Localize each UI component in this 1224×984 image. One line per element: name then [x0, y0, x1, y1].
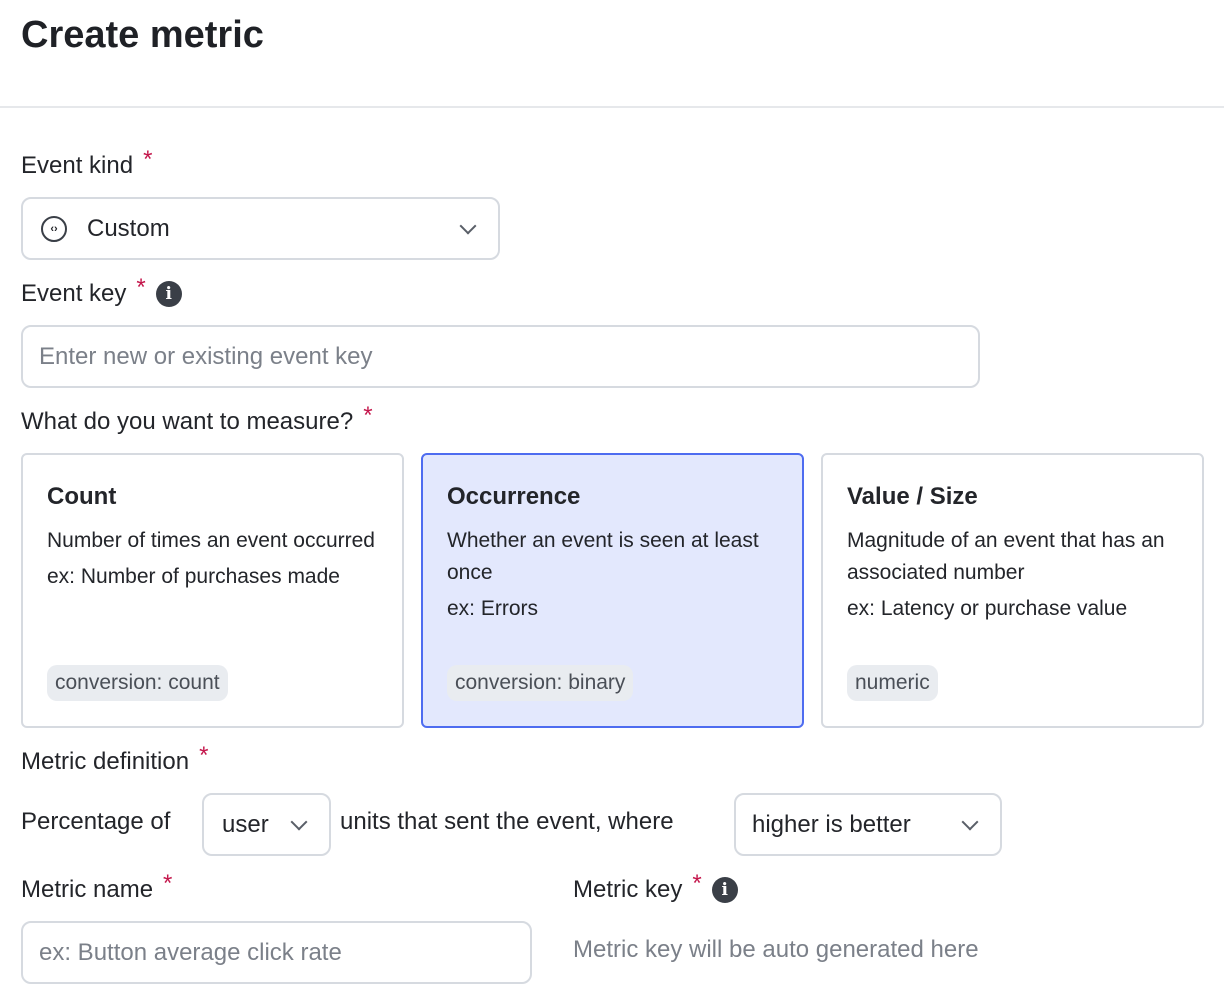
metric-key-placeholder: Metric key will be auto generated here — [573, 936, 979, 963]
measure-card-value-size[interactable]: Value / Size Magnitude of an event that … — [821, 453, 1204, 728]
card-description: Whether an event is seen at least once — [447, 529, 759, 584]
card-example: ex: Number of purchases made — [47, 565, 340, 588]
metric-name-label: Metric name * — [21, 870, 173, 903]
info-icon[interactable]: i — [711, 877, 738, 903]
definition-middle: units that sent the event, where — [340, 808, 674, 835]
card-example: ex: Latency or purchase value — [847, 597, 1128, 620]
event-kind-select[interactable]: ‹› Custom — [21, 197, 500, 260]
measure-card-occurrence[interactable]: Occurrence Whether an event is seen at l… — [421, 453, 804, 728]
card-tag: conversion: binary — [447, 665, 634, 701]
card-title: Occurrence — [447, 483, 581, 510]
card-title: Value / Size — [847, 483, 978, 510]
card-example: ex: Errors — [447, 597, 539, 620]
event-key-input[interactable]: Enter new or existing event key — [21, 325, 980, 388]
event-key-label: Event key * i — [21, 274, 182, 308]
measure-card-count[interactable]: Count Number of times an event occurred … — [21, 453, 404, 728]
code-circle-icon: ‹› — [41, 215, 67, 242]
card-title: Count — [47, 483, 117, 510]
card-tag: numeric — [847, 665, 938, 701]
chevron-down-icon — [961, 813, 979, 830]
card-tag: conversion: count — [47, 665, 228, 701]
direction-select[interactable]: higher is better — [734, 793, 1002, 856]
measure-label: What do you want to measure? * — [21, 402, 373, 435]
metric-definition-label: Metric definition * — [21, 742, 209, 775]
divider — [0, 106, 1224, 108]
chevron-down-icon — [290, 813, 308, 830]
card-description: Magnitude of an event that has an associ… — [847, 529, 1165, 584]
metric-name-input[interactable]: ex: Button average click rate — [21, 921, 532, 984]
info-icon[interactable]: i — [155, 281, 182, 307]
page-title: Create metric — [21, 14, 264, 56]
event-kind-label: Event kind * — [21, 146, 153, 179]
unit-select[interactable]: user — [202, 793, 331, 856]
metric-key-label: Metric key * i — [573, 870, 738, 904]
definition-prefix: Percentage of — [21, 808, 171, 835]
chevron-down-icon — [459, 217, 477, 234]
card-description: Number of times an event occurred — [47, 529, 375, 552]
